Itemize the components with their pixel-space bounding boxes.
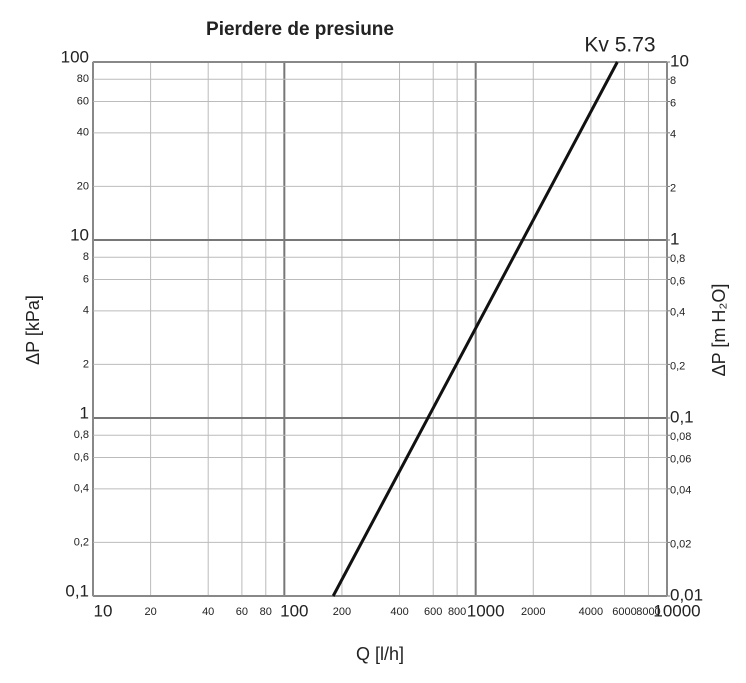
x-axis-label: Q [l/h] (356, 644, 404, 664)
y-tick-label: 80 (77, 73, 89, 85)
y2-tick-label: 0,8 (670, 253, 685, 265)
y2-tick-label: 4 (670, 129, 676, 141)
x-tick-label: 60 (236, 606, 248, 618)
y2-tick-label: 10 (670, 51, 689, 70)
y2-tick-label: 2 (670, 182, 676, 194)
y-tick-label: 0,1 (65, 581, 89, 600)
y2-tick-label: 0,4 (670, 307, 685, 319)
y2-tick-label: 0,2 (670, 360, 685, 372)
y-tick-label: 0,2 (74, 536, 89, 548)
x-tick-label: 200 (333, 606, 351, 618)
x-tick-label: 800 (448, 606, 466, 618)
y-tick-label: 2 (83, 358, 89, 370)
x-tick-label: 100 (280, 601, 308, 620)
y2-tick-label: 6 (670, 97, 676, 109)
y2-tick-label: 0,02 (670, 538, 691, 550)
y-tick-label: 20 (77, 180, 89, 192)
y2-tick-label: 0,08 (670, 431, 691, 443)
data-line (331, 61, 619, 597)
y-tick-label: 100 (61, 47, 89, 66)
y-tick-label: 0,6 (74, 451, 89, 463)
y-tick-label: 60 (77, 95, 89, 107)
x-tick-label: 8000 (636, 606, 660, 618)
x-tick-label: 10 (94, 601, 113, 620)
x-tick-label: 1000 (467, 601, 505, 620)
x-tick-label: 20 (144, 606, 156, 618)
x-tick-label: 400 (390, 606, 408, 618)
y2-tick-label: 0,6 (670, 275, 685, 287)
y2-tick-label: 0,04 (670, 485, 691, 497)
y-tick-label: 6 (83, 273, 89, 285)
x-tick-label: 2000 (521, 606, 545, 618)
annotation: Kv 5.73 (584, 34, 655, 57)
y-tick-label: 40 (77, 127, 89, 139)
y-tick-label: 10 (70, 225, 89, 244)
x-tick-label: 6000 (612, 606, 636, 618)
x-tick-label: 80 (260, 606, 272, 618)
y-tick-label: 8 (83, 251, 89, 263)
y2-tick-label: 8 (670, 75, 676, 87)
y-tick-label: 0,8 (74, 429, 89, 441)
y-tick-label: 0,4 (74, 483, 89, 495)
x-tick-label: 40 (202, 606, 214, 618)
x-tick-label: 600 (424, 606, 442, 618)
y2-tick-label: 0,1 (670, 407, 694, 426)
y-axis-label: ΔP [kPa] (23, 295, 43, 365)
y2-axis-label: ΔP [m H₂O] (709, 284, 729, 377)
x-tick-label: 4000 (579, 606, 603, 618)
y2-tick-label: 0,01 (670, 585, 703, 604)
y-tick-label: 1 (80, 403, 89, 422)
chart-title: Pierdere de presiune (206, 19, 394, 40)
y2-tick-label: 0,06 (670, 453, 691, 465)
x-tick-label: 10000 (653, 601, 700, 620)
plot-frame (92, 61, 668, 597)
y2-tick-label: 1 (670, 229, 679, 248)
y-tick-label: 4 (83, 305, 89, 317)
